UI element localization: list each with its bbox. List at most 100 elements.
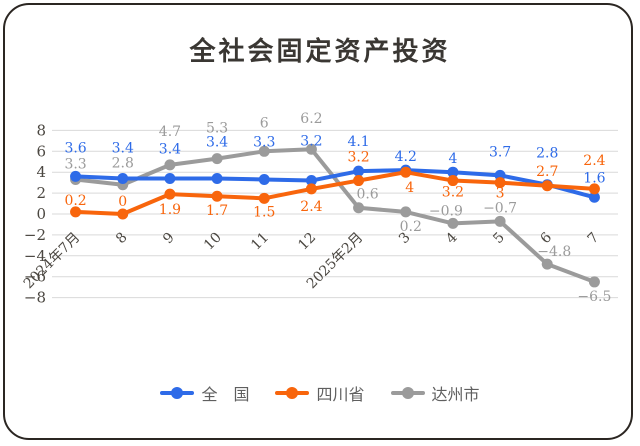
x-axis-tick-label: 11 bbox=[248, 230, 272, 254]
x-axis-tick-label: 7 bbox=[585, 230, 603, 248]
series-line-national bbox=[73, 168, 597, 200]
data-label-national: 3.7 bbox=[489, 144, 511, 160]
data-label-sichuan: 0 bbox=[118, 194, 127, 210]
data-point-sichuan bbox=[211, 190, 223, 202]
data-point-dazhou bbox=[258, 145, 270, 157]
data-label-sichuan: 0.2 bbox=[64, 193, 86, 209]
data-label-sichuan: 3.2 bbox=[347, 150, 369, 166]
data-label-national: 3.6 bbox=[64, 140, 86, 156]
data-label-sichuan: 2.7 bbox=[536, 164, 558, 180]
data-label-national: 3.4 bbox=[112, 140, 134, 156]
data-label-dazhou: 6 bbox=[260, 115, 269, 131]
legend-item-national: 全 国 bbox=[160, 381, 249, 405]
data-label-sichuan: 2.4 bbox=[583, 153, 605, 169]
series-dazhou bbox=[70, 143, 600, 288]
grid-lines bbox=[52, 129, 618, 299]
chart-legend: 全 国 四川省 达州市 bbox=[0, 381, 640, 405]
data-point-sichuan bbox=[353, 175, 365, 187]
data-label-national: 4.1 bbox=[347, 134, 369, 150]
x-axis-tick-label: 8 bbox=[113, 230, 131, 248]
data-label-national: 3.4 bbox=[159, 141, 181, 157]
data-label-sichuan: 3 bbox=[496, 186, 505, 202]
data-point-sichuan bbox=[494, 177, 506, 189]
y-axis-tick-label: 8 bbox=[36, 121, 46, 139]
data-point-dazhou bbox=[305, 143, 317, 155]
data-point-sichuan bbox=[258, 192, 270, 204]
y-axis-tick-label: 4 bbox=[36, 163, 46, 181]
series-line-dazhou bbox=[73, 147, 597, 284]
x-axis-tick-label: 10 bbox=[201, 230, 225, 254]
y-axis-tick-label: −2 bbox=[24, 226, 46, 244]
data-point-dazhou bbox=[447, 217, 459, 229]
data-point-national bbox=[588, 191, 600, 203]
data-point-sichuan bbox=[541, 180, 553, 192]
data-point-sichuan bbox=[164, 188, 176, 200]
y-axis-tick-label: 6 bbox=[36, 142, 46, 160]
y-axis-tick-label: −6 bbox=[24, 268, 46, 286]
y-axis-tick-label: 0 bbox=[36, 205, 46, 223]
data-point-sichuan bbox=[400, 166, 412, 178]
y-axis-tick-label: −4 bbox=[24, 247, 46, 265]
data-labels-sichuan: 0.2 0 1.9 1.7 1.5 2.4 3.2 4 3.2 3 2.7 2.4 bbox=[64, 150, 605, 221]
data-label-dazhou: 4.7 bbox=[159, 124, 181, 140]
sichuan-line-marker-icon bbox=[275, 387, 310, 399]
data-point-dazhou bbox=[164, 159, 176, 171]
x-axis-tick-label: 12 bbox=[295, 230, 319, 254]
y-axis-labels: 8 6 4 2 0 −2 −4 −6 −8 bbox=[24, 121, 46, 306]
data-label-national: 3.2 bbox=[300, 134, 322, 150]
chart-title: 全社会固定资产投资 bbox=[189, 36, 451, 66]
data-labels-national: 3.6 3.4 3.4 3.4 3.3 3.2 4.14.2 4 3.7 2.81.6 bbox=[64, 134, 605, 187]
y-axis-tick-label: −8 bbox=[24, 289, 46, 307]
data-label-dazhou: 6.2 bbox=[300, 111, 322, 127]
data-point-dazhou bbox=[588, 276, 600, 288]
data-point-sichuan bbox=[588, 183, 600, 195]
legend-label-sichuan: 四川省 bbox=[316, 385, 365, 404]
data-label-sichuan: 1.7 bbox=[206, 203, 228, 219]
data-label-dazhou: 5.3 bbox=[206, 121, 228, 137]
data-point-national bbox=[447, 166, 459, 178]
data-label-dazhou: −6.5 bbox=[577, 289, 611, 305]
data-label-national: 3.4 bbox=[206, 134, 228, 150]
data-label-dazhou: −4.8 bbox=[537, 244, 571, 260]
x-axis-tick-label: 5 bbox=[490, 230, 508, 248]
data-label-sichuan: 1.5 bbox=[253, 204, 275, 220]
y-axis-tick-label: 2 bbox=[36, 184, 46, 202]
x-axis-tick-label: 9 bbox=[160, 230, 178, 248]
legend-item-sichuan: 四川省 bbox=[275, 381, 365, 405]
data-point-national bbox=[70, 170, 82, 182]
data-point-sichuan bbox=[447, 175, 459, 187]
chart-frame bbox=[3, 3, 633, 440]
data-label-national: 4.2 bbox=[395, 149, 417, 165]
data-label-sichuan: 1.9 bbox=[159, 202, 181, 218]
data-point-national bbox=[258, 174, 270, 186]
data-point-national bbox=[305, 175, 317, 187]
data-label-sichuan: 3.2 bbox=[442, 185, 464, 201]
data-label-national: 2.8 bbox=[536, 146, 558, 162]
data-label-sichuan: 2.4 bbox=[300, 199, 322, 215]
data-point-national bbox=[211, 172, 223, 184]
data-label-sichuan: 4 bbox=[405, 180, 414, 196]
data-label-dazhou: 3.3 bbox=[64, 157, 86, 173]
data-label-national: 3.3 bbox=[253, 135, 275, 151]
data-label-dazhou: 0.2 bbox=[400, 219, 422, 235]
data-point-dazhou bbox=[400, 206, 412, 218]
data-label-dazhou: 2.8 bbox=[112, 156, 134, 172]
data-point-dazhou bbox=[494, 215, 506, 227]
data-point-sichuan bbox=[305, 183, 317, 195]
data-label-dazhou: 0.6 bbox=[356, 187, 378, 203]
data-point-sichuan bbox=[70, 206, 82, 218]
data-point-national bbox=[117, 172, 129, 184]
data-point-national bbox=[164, 172, 176, 184]
national-line-marker-icon bbox=[160, 387, 195, 399]
data-labels-dazhou: 3.3 2.8 4.7 5.3 6 6.2 0.6 0.2 −0.9 −0.7 −4.8 −6.5 bbox=[64, 111, 611, 305]
data-point-national bbox=[353, 165, 365, 177]
data-point-dazhou bbox=[211, 153, 223, 165]
data-label-national: 4 bbox=[448, 151, 457, 167]
data-label-dazhou: −0.7 bbox=[483, 200, 517, 216]
legend-label-national: 全 国 bbox=[201, 385, 250, 404]
data-point-dazhou bbox=[541, 258, 553, 270]
data-point-dazhou bbox=[353, 202, 365, 214]
legend-label-dazhou: 达州市 bbox=[431, 385, 480, 404]
